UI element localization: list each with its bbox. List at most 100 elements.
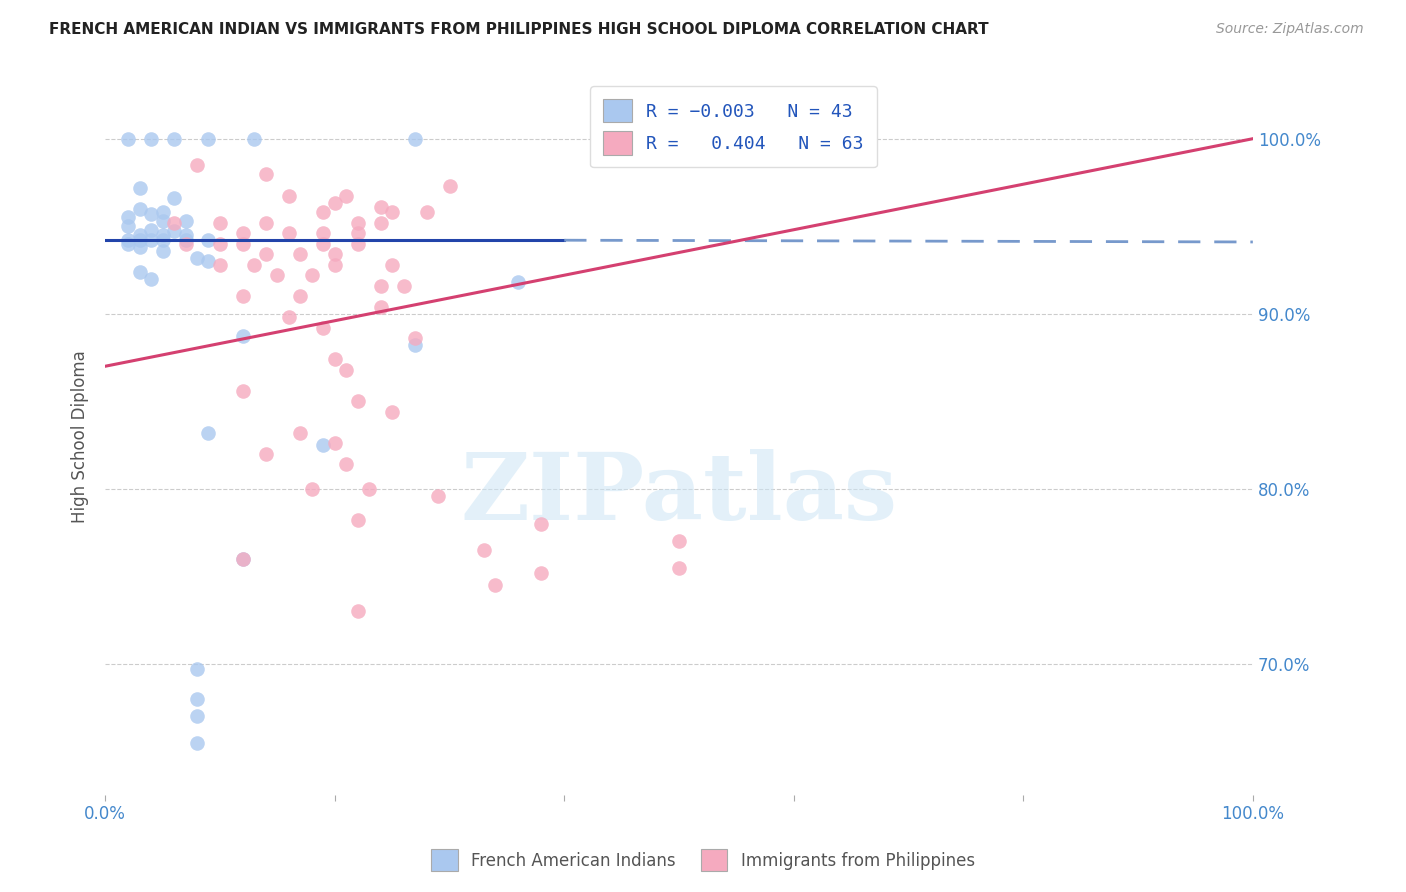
Point: [128, 233, 150, 247]
Point: [254, 447, 277, 461]
Point: [139, 233, 162, 247]
Point: [117, 236, 139, 251]
Point: [323, 247, 346, 261]
Point: [232, 329, 254, 343]
Point: [484, 578, 506, 592]
Point: [346, 226, 368, 240]
Legend: R = −0.003   N = 43, R =   0.404   N = 63: R = −0.003 N = 43, R = 0.404 N = 63: [591, 87, 876, 167]
Point: [232, 289, 254, 303]
Point: [152, 205, 174, 219]
Point: [346, 236, 368, 251]
Point: [163, 224, 186, 238]
Point: [359, 482, 381, 496]
Point: [266, 268, 288, 283]
Point: [312, 320, 335, 334]
Point: [668, 534, 690, 549]
Point: [254, 167, 277, 181]
Point: [152, 233, 174, 247]
Point: [128, 180, 150, 194]
Point: [174, 227, 197, 242]
Point: [232, 226, 254, 240]
Point: [346, 604, 368, 618]
Point: [163, 131, 186, 145]
Point: [312, 226, 335, 240]
Point: [381, 205, 404, 219]
Point: [243, 131, 266, 145]
Point: [290, 247, 312, 261]
Point: [186, 662, 208, 676]
Point: [381, 405, 404, 419]
Point: [174, 214, 197, 228]
Point: [208, 236, 231, 251]
Point: [208, 258, 231, 272]
Point: [806, 131, 828, 145]
Point: [301, 482, 323, 496]
Point: [186, 735, 208, 749]
Point: [427, 489, 450, 503]
Point: [174, 236, 197, 251]
Point: [323, 196, 346, 211]
Point: [392, 278, 415, 293]
Point: [290, 289, 312, 303]
Point: [117, 233, 139, 247]
Point: [312, 236, 335, 251]
Point: [232, 551, 254, 566]
Point: [186, 251, 208, 265]
Point: [117, 211, 139, 225]
Point: [197, 131, 219, 145]
Point: [346, 216, 368, 230]
Point: [208, 216, 231, 230]
Point: [277, 310, 299, 325]
Point: [139, 223, 162, 237]
Point: [530, 566, 553, 580]
Point: [186, 709, 208, 723]
Point: [370, 278, 392, 293]
Text: ZIPatlas: ZIPatlas: [460, 449, 897, 539]
Point: [301, 268, 323, 283]
Point: [128, 227, 150, 242]
Point: [232, 384, 254, 398]
Point: [243, 258, 266, 272]
Point: [152, 227, 174, 242]
Point: [139, 131, 162, 145]
Point: [370, 200, 392, 214]
Point: [404, 338, 426, 352]
Point: [254, 216, 277, 230]
Point: [197, 233, 219, 247]
Point: [290, 425, 312, 440]
Point: [370, 216, 392, 230]
Point: [277, 226, 299, 240]
Text: FRENCH AMERICAN INDIAN VS IMMIGRANTS FROM PHILIPPINES HIGH SCHOOL DIPLOMA CORREL: FRENCH AMERICAN INDIAN VS IMMIGRANTS FRO…: [49, 22, 988, 37]
Point: [370, 300, 392, 314]
Point: [335, 457, 357, 471]
Point: [668, 560, 690, 574]
Point: [117, 131, 139, 145]
Point: [530, 516, 553, 531]
Point: [232, 236, 254, 251]
Point: [163, 216, 186, 230]
Point: [335, 363, 357, 377]
Point: [152, 214, 174, 228]
Point: [508, 275, 530, 289]
Point: [128, 202, 150, 216]
Point: [174, 233, 197, 247]
Point: [312, 205, 335, 219]
Point: [128, 265, 150, 279]
Point: [254, 247, 277, 261]
Point: [277, 189, 299, 203]
Point: [381, 258, 404, 272]
Point: [415, 205, 437, 219]
Point: [439, 178, 461, 193]
Point: [323, 352, 346, 367]
Point: [139, 271, 162, 285]
Point: [346, 394, 368, 409]
Point: [404, 331, 426, 345]
Legend: French American Indians, Immigrants from Philippines: French American Indians, Immigrants from…: [423, 841, 983, 880]
Point: [186, 691, 208, 706]
Point: [404, 131, 426, 145]
Point: [128, 240, 150, 254]
Point: [152, 244, 174, 258]
Point: [472, 543, 495, 558]
Y-axis label: High School Diploma: High School Diploma: [72, 350, 89, 523]
Point: [346, 513, 368, 527]
